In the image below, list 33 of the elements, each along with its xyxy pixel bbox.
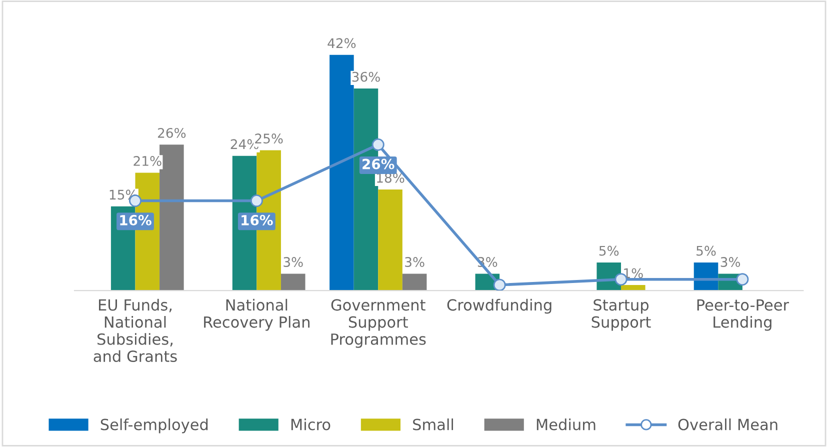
data-label: 3% <box>405 257 424 267</box>
data-label: 16% <box>242 214 273 226</box>
x-tick-label: Peer-to-Peer Lending <box>697 299 790 331</box>
data-label: 36% <box>352 72 380 82</box>
legend-label: Medium <box>536 418 596 430</box>
data-label: 3% <box>284 257 303 267</box>
data-label: 1% <box>624 268 643 278</box>
data-label: 5% <box>599 246 619 256</box>
x-tick-label: Startup Support <box>592 299 651 331</box>
point <box>372 138 384 151</box>
data-label: 21% <box>134 156 162 166</box>
data-label: 42% <box>328 38 356 48</box>
legend-label: Small <box>413 418 454 430</box>
point <box>250 194 263 208</box>
data-label: 16% <box>120 214 152 226</box>
data-label: 26% <box>158 128 186 138</box>
bar <box>402 274 427 291</box>
x-tick-label: EU Funds, National Subsidies, and Grants <box>94 298 177 362</box>
legend-label: Self-employed <box>100 418 208 434</box>
bar <box>280 274 306 291</box>
data-label: 5% <box>696 246 716 256</box>
data-label: 3% <box>720 257 740 267</box>
point <box>493 278 506 291</box>
data-label: 26% <box>362 158 394 170</box>
x-tick-label: Government Support Programmes <box>331 299 426 348</box>
legend-label: Micro <box>291 418 330 430</box>
bar <box>160 144 184 291</box>
point <box>736 273 749 286</box>
bar <box>330 54 354 291</box>
bar <box>378 190 402 291</box>
x-tick-label: Crowdfunding <box>447 298 552 314</box>
legend-label: Overall Mean <box>678 418 778 430</box>
x-tick-label: National Recovery Plan <box>204 298 310 331</box>
